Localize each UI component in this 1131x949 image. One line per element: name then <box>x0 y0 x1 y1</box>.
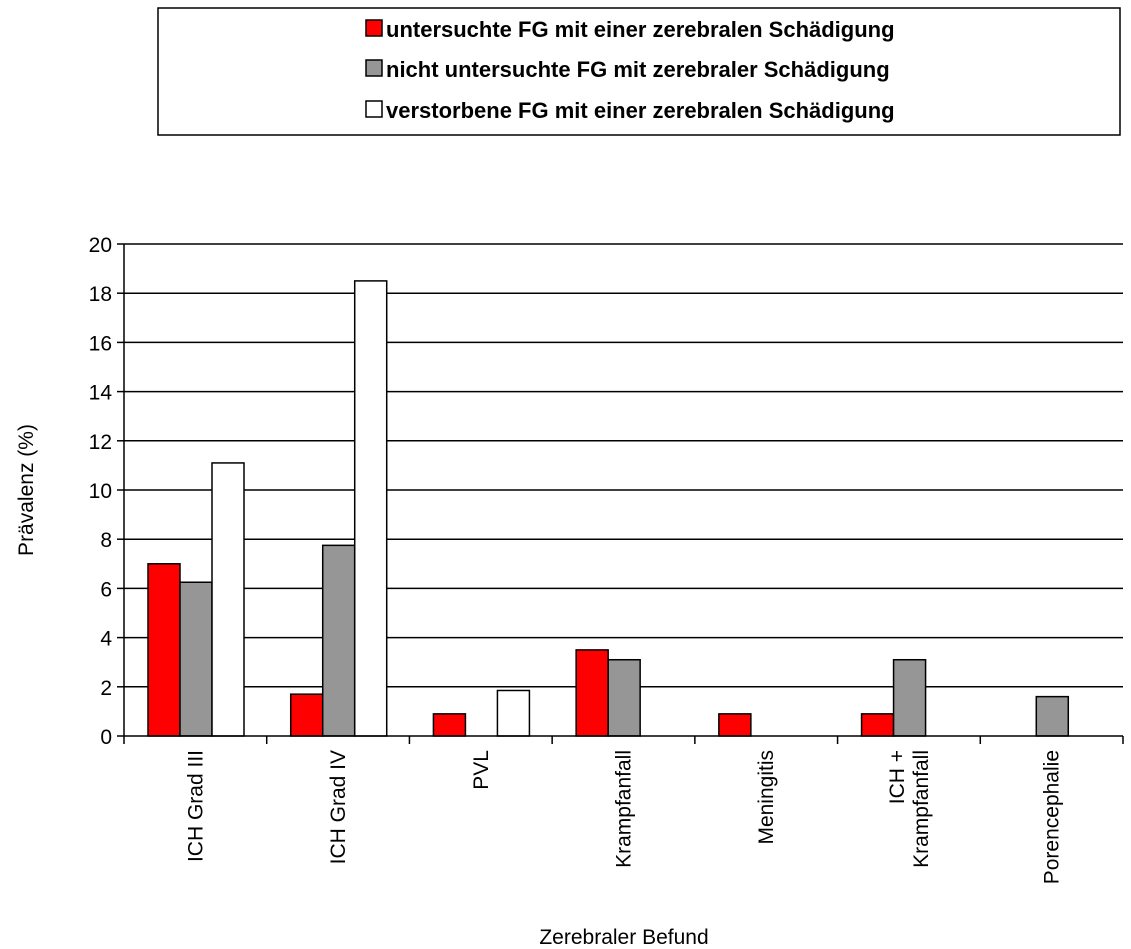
bar <box>575 649 609 737</box>
bar <box>496 689 531 737</box>
x-tick-label: Krampfanfall <box>613 750 636 868</box>
x-tick-label: PVL <box>470 750 493 790</box>
bar <box>892 658 927 737</box>
legend-box <box>157 7 1121 136</box>
axes <box>117 243 1124 744</box>
bar <box>321 544 356 737</box>
y-tick-label: 18 <box>89 283 112 306</box>
bar <box>1035 695 1070 737</box>
x-tick-label: ICH Grad IV <box>327 750 350 864</box>
y-tick-label: 6 <box>100 578 112 601</box>
legend-swatch <box>365 100 383 118</box>
bar <box>860 713 895 737</box>
bar <box>211 462 245 737</box>
bar <box>718 713 752 737</box>
bar <box>179 581 213 737</box>
y-tick-label: 4 <box>100 628 112 651</box>
y-tick-label: 8 <box>100 529 112 552</box>
y-tick-label: 0 <box>100 726 112 749</box>
grid <box>124 243 1123 688</box>
legend: untersuchte FG mit einer zerebralen Schä… <box>157 7 1121 136</box>
y-tick-label: 16 <box>89 332 112 355</box>
legend-label: untersuchte FG mit einer zerebralen Schä… <box>386 17 895 42</box>
bar <box>432 713 467 737</box>
x-tick-label: Meningitis <box>755 750 778 845</box>
x-tick-label: Krampfanfall <box>910 750 933 868</box>
x-tick-label: ICH + <box>886 750 909 804</box>
bars <box>147 280 1070 737</box>
x-tick-label: ICH Grad III <box>184 750 207 862</box>
bar <box>289 693 324 737</box>
y-tick-label: 12 <box>89 431 112 454</box>
bar <box>607 658 641 737</box>
ticks: 0 2 4 6 8 10 12 14 16 18 20 ICH Grad III ICH Grad IV… <box>89 234 1064 884</box>
bar <box>353 280 388 737</box>
legend-label: verstorbene FG mit einer zerebralen Schä… <box>386 98 895 123</box>
legend-swatch <box>365 19 383 37</box>
x-axis-title: Zerebraler Befund <box>539 926 708 949</box>
legend-label: nicht untersuchte FG mit zerebraler Schä… <box>386 57 890 82</box>
y-axis-title: Prävalenz (%) <box>15 424 38 556</box>
bar <box>147 563 181 737</box>
y-tick-label: 2 <box>100 677 112 700</box>
y-tick-label: 14 <box>89 382 113 405</box>
y-tick-label: 10 <box>89 480 112 503</box>
y-tick-label: 20 <box>89 234 112 257</box>
x-tick-label: Porencephalie <box>1041 750 1064 884</box>
legend-swatch <box>365 59 383 77</box>
